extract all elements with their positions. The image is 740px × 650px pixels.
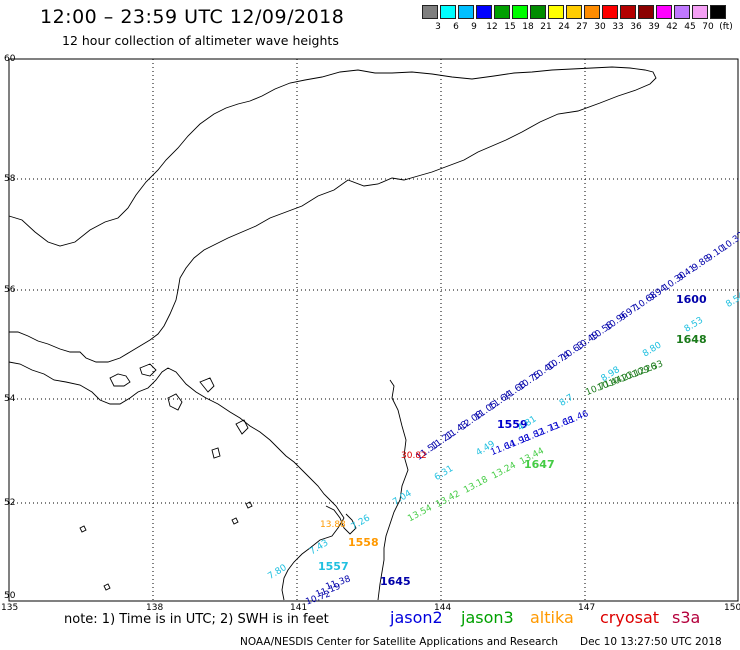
scale-label: 6 [453, 22, 459, 32]
wave-height-label: 8.7 [558, 393, 575, 409]
legend-jason3: jason3 [461, 608, 514, 627]
pass-time-label: 1645 [380, 575, 411, 588]
scale-label: 3 [435, 22, 441, 32]
page-subtitle: 12 hour collection of altimeter wave hei… [62, 33, 339, 48]
wave-height-label: 7.80 [266, 563, 289, 582]
pass-time-label: 1647 [524, 458, 555, 471]
lat-label-50: 50 [4, 591, 16, 601]
wave-height-label: 7.26 [350, 513, 373, 532]
scale-label: 36 [630, 22, 642, 32]
scale-label: 45 [684, 22, 696, 32]
small-islands [79, 501, 253, 591]
lon-label-144: 144 [434, 603, 451, 610]
scale-label: 33 [612, 22, 624, 32]
scale-label: 24 [558, 22, 570, 32]
scale-label: 12 [486, 22, 498, 32]
scale-label: 39 [648, 22, 660, 32]
wave-height-label: 13.42 [434, 489, 461, 510]
scale-swatch [710, 5, 726, 19]
scale-swatch [494, 5, 510, 19]
scale-swatch [566, 5, 582, 19]
generated-timestamp: Dec 10 13:27:50 UTC 2018 [580, 636, 722, 648]
credit-line: NOAA/NESDIS Center for Satellite Applica… [240, 636, 558, 648]
sakhalin-bay [325, 505, 357, 535]
scale-label: 27 [576, 22, 588, 32]
scale-swatch [422, 5, 438, 19]
scale-swatch [530, 5, 546, 19]
wave-height-label: 13.24 [490, 460, 518, 481]
coast-islands-west [109, 363, 249, 459]
lat-label-54: 54 [4, 394, 16, 404]
scale-label: 42 [666, 22, 678, 32]
lon-label-147: 147 [578, 603, 595, 610]
altimeter-map: 60 58 56 54 52 50 135 138 141 144 147 15… [1, 54, 740, 610]
lon-label-138: 138 [146, 603, 163, 610]
scale-label: 30 [594, 22, 606, 32]
pass-time-label: 1559 [497, 418, 528, 431]
legend-jason2: jason2 [390, 608, 443, 627]
scale-label: 15 [504, 22, 516, 32]
wave-height-label: 7.43 [308, 538, 330, 557]
scale-swatch [512, 5, 528, 19]
lat-label-58: 58 [4, 174, 16, 184]
footer-note: note: 1) Time is in UTC; 2) SWH is in fe… [64, 612, 329, 627]
mainland-coastline [8, 66, 657, 363]
pass-time-label: 1600 [676, 293, 707, 306]
scale-swatch [638, 5, 654, 19]
wave-height-label: 30.82 [401, 451, 427, 461]
mainland-east-shore [281, 517, 345, 601]
pass-time-label: 1558 [348, 536, 379, 549]
coastline [8, 66, 657, 601]
lat-label-56: 56 [4, 285, 16, 295]
sakhalin-coastline [377, 379, 409, 601]
scale-label: 70 [702, 22, 714, 32]
scale-swatch [440, 5, 456, 19]
scale-swatch [458, 5, 474, 19]
legend-cryosat: cryosat [600, 608, 660, 627]
scale-label: 18 [522, 22, 534, 32]
page-title: 12:00 – 23:59 UTC 12/09/2018 [40, 6, 345, 28]
wave-height-label: 7.04 [391, 489, 414, 508]
scale-swatch [620, 5, 636, 19]
scale-swatch [548, 5, 564, 19]
lat-label-52: 52 [4, 498, 15, 508]
lon-label-150: 150 [724, 603, 740, 610]
map-frame [8, 58, 739, 602]
wave-height-label: 8.53 [683, 316, 705, 335]
coast-inlet [8, 361, 345, 519]
scale-swatch [656, 5, 672, 19]
lon-label-141: 141 [290, 603, 307, 610]
scale-swatch [584, 5, 600, 19]
scale-label: (ft) [719, 22, 733, 32]
wave-height-label: 13.54 [406, 503, 434, 524]
wave-height-observations: 10.329.109.889.4110.309.9410.689.9710.96… [266, 230, 740, 607]
lat-label-60: 60 [4, 54, 16, 64]
scale-swatch [602, 5, 618, 19]
graticule [9, 59, 738, 601]
wave-height-label: 6.31 [433, 464, 455, 483]
legend-altika: altika [530, 608, 574, 627]
scale-label: 9 [471, 22, 477, 32]
wave-height-label: 13.18 [462, 475, 490, 496]
lon-label-135: 135 [1, 603, 18, 610]
pass-time-label: 1648 [676, 333, 707, 346]
scale-swatch [692, 5, 708, 19]
pass-time-label: 1557 [318, 560, 349, 573]
legend-s3a: s3a [672, 608, 701, 627]
wave-height-label: 13.88 [320, 520, 346, 530]
scale-swatch [476, 5, 492, 19]
wave-height-label: 8.80 [641, 340, 664, 359]
scale-label: 21 [540, 22, 552, 32]
scale-swatch [674, 5, 690, 19]
